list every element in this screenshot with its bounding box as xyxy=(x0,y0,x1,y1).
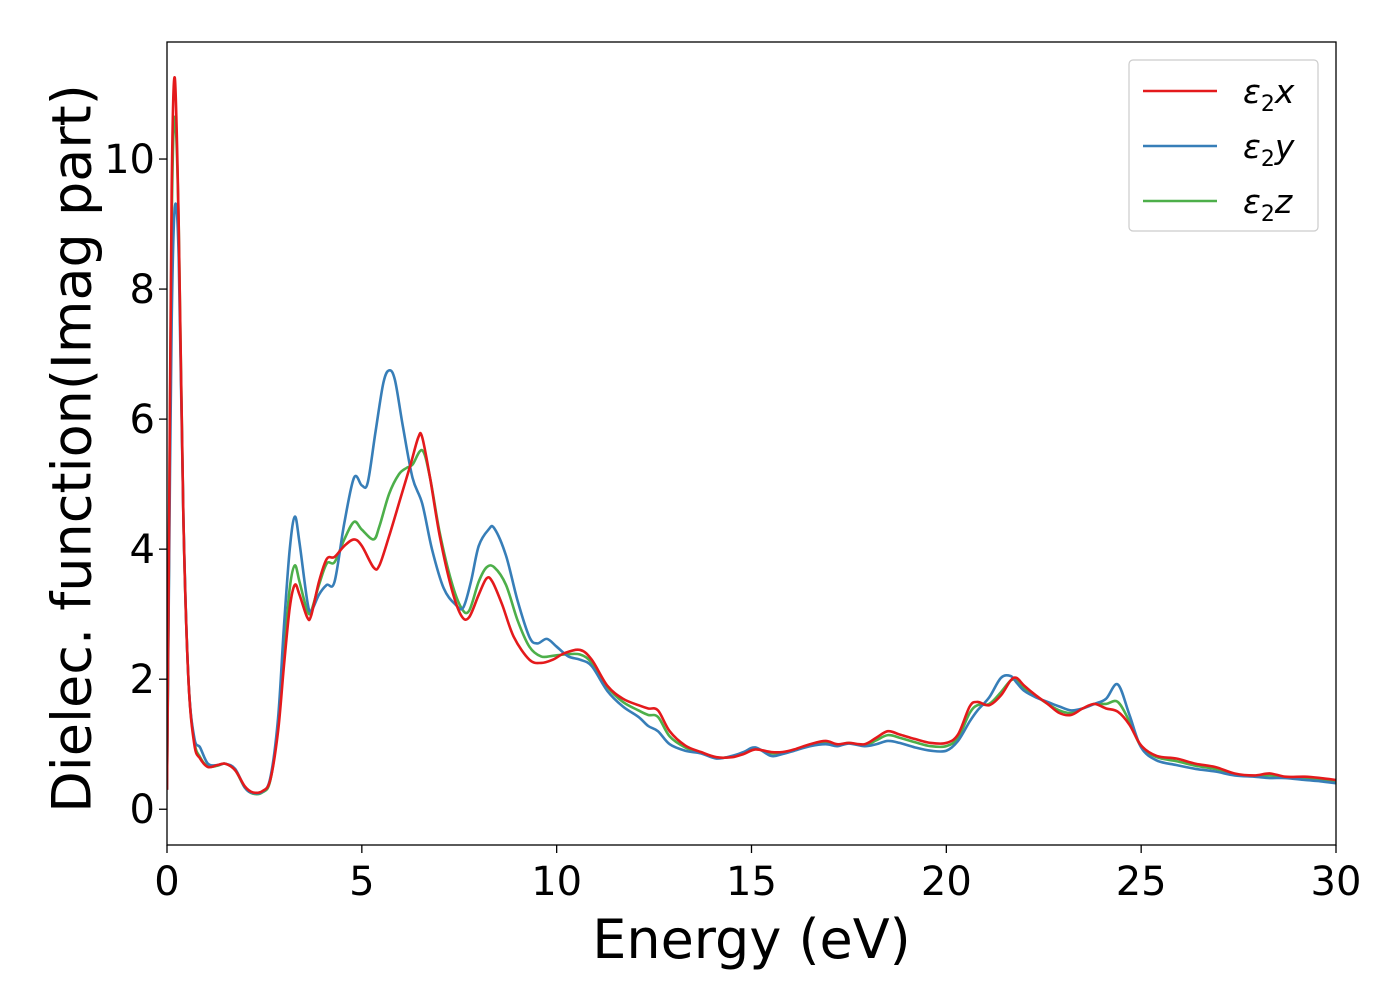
x-axis-label: Energy (eV) xyxy=(592,908,911,971)
legend: ε2x ε2y ε2z xyxy=(1128,59,1319,232)
y-axis-ticks: 0 2 4 6 8 10 xyxy=(104,137,167,833)
y-tick-label: 8 xyxy=(130,267,155,313)
legend-entry-y: ε2y xyxy=(1243,127,1295,172)
x-tick-label: 0 xyxy=(154,859,179,905)
y-axis-label: Dielec. function(Imag part) xyxy=(41,84,104,813)
series-layer xyxy=(167,76,1336,796)
y-tick-label: 6 xyxy=(130,397,155,443)
y-tick-label: 0 xyxy=(130,787,155,833)
x-tick-label: 10 xyxy=(531,859,582,905)
legend-entry-z: ε2z xyxy=(1243,182,1293,227)
x-tick-label: 20 xyxy=(921,859,972,905)
legend-box xyxy=(1128,59,1319,232)
x-axis-ticks: 0 5 10 15 20 25 30 xyxy=(154,845,1361,905)
x-tick-label: 5 xyxy=(349,859,374,905)
x-tick-label: 30 xyxy=(1311,859,1362,905)
series-line-x xyxy=(167,76,1336,795)
y-tick-label: 2 xyxy=(130,657,155,703)
x-tick-label: 15 xyxy=(726,859,777,905)
y-tick-label: 10 xyxy=(104,137,155,183)
x-tick-label: 25 xyxy=(1116,859,1167,905)
legend-entry-x: ε2x xyxy=(1243,72,1295,117)
y-tick-label: 4 xyxy=(130,527,155,573)
